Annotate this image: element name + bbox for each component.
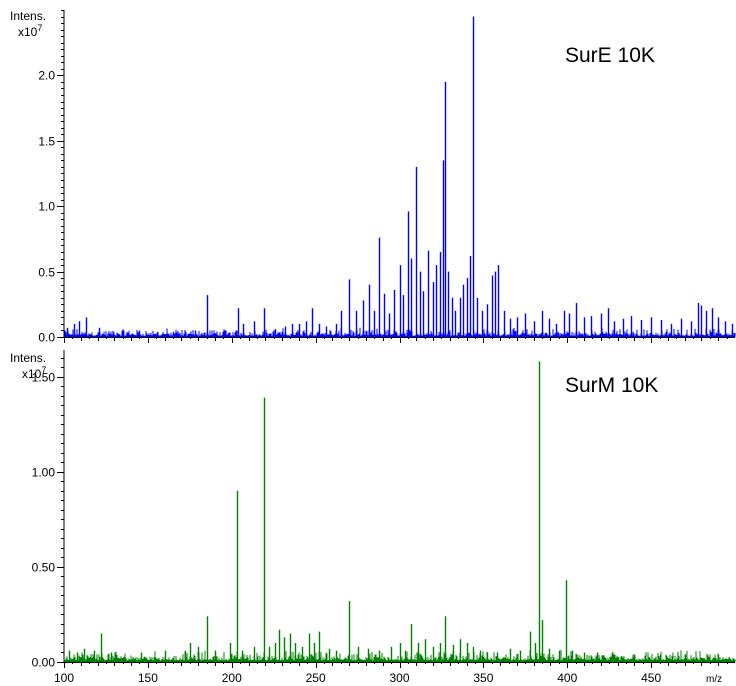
x-tick-label: 100 (54, 671, 74, 685)
y-tick-label: 1.0 (38, 200, 55, 214)
bottom-title: SurM 10K (565, 374, 658, 397)
surm-spectrum-panel: Intens. x107 SurM 10K m/z 0.00 0.50 1.00 1.… (10, 350, 736, 685)
y-tick-label: 0.5 (38, 266, 55, 280)
y-tick-label: 1.50 (32, 371, 56, 385)
y-tick-label: 0.00 (32, 656, 56, 670)
baseline-noise (63, 327, 736, 337)
x-tick-label: 200 (222, 671, 242, 685)
x-axis-unit: m/z (706, 674, 722, 685)
x-tick-label: 300 (389, 671, 409, 685)
y-tick-label: 1.5 (38, 135, 55, 149)
x-tick-label: 400 (557, 671, 577, 685)
top-ylabel: Intens. (10, 9, 46, 23)
y-tick-label: 1.00 (32, 466, 56, 480)
bottom-ylabel: Intens. (10, 351, 46, 365)
sure-spectrum-panel: Intens. x107 SurE 10K 0.0 0.5 1.0 1.5 2.0 (10, 9, 736, 345)
y-tick-label: 2.0 (38, 69, 55, 83)
x-tick-label: 350 (473, 671, 493, 685)
top-yscale: x107 (18, 23, 42, 39)
x-tick-label: 250 (306, 671, 326, 685)
y-tick-label: 0.0 (38, 331, 55, 345)
x-tick-label: 150 (138, 671, 158, 685)
top-title: SurE 10K (565, 44, 655, 67)
bottom-yscale: x107 (22, 365, 46, 381)
y-tick-label: 0.50 (32, 561, 56, 575)
x-tick-label: 450 (641, 671, 661, 685)
